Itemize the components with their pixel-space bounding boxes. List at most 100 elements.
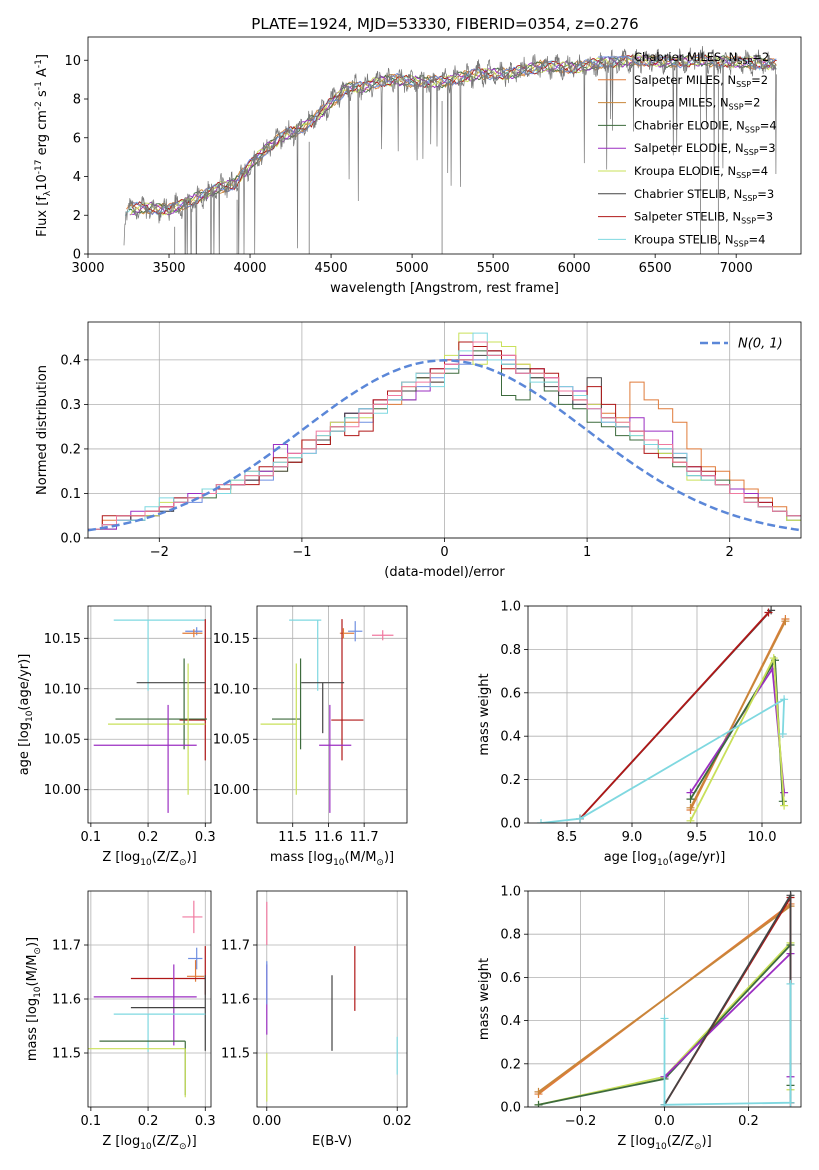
x-tick-label: 0.0 — [654, 1114, 675, 1129]
weight-marker — [534, 1087, 543, 1096]
x-tick-label: 6000 — [558, 261, 591, 276]
errorbar-point — [188, 947, 203, 970]
x-tick-label: 0.1 — [81, 1114, 102, 1129]
x-tick-label: 0 — [440, 545, 448, 560]
weight-series-line — [663, 951, 792, 1078]
axes-spectrum: 3000 3500 4000 4500 5000 5500 6000 6500 7000 0 2 4 6… — [34, 36, 802, 296]
y-tick-label: 4 — [73, 170, 81, 185]
figure-title: PLATE=1924, MJD=53330, FIBERID=0354, z=0… — [251, 15, 638, 33]
x-tick-label: 5000 — [396, 261, 429, 276]
y-tick-label: 10.05 — [213, 733, 250, 748]
weight-marker — [660, 1100, 669, 1107]
errorbar-point — [88, 1048, 186, 1098]
y-tick-label: 8 — [73, 93, 81, 108]
plot-area-age_vs_mass — [260, 619, 394, 813]
y-tick-label: 2 — [73, 209, 81, 224]
y-tick-label: 10.00 — [44, 783, 81, 798]
axes-frame — [87, 605, 212, 824]
y-axis-label: mass weight — [477, 673, 492, 755]
errorbar-point — [372, 630, 394, 641]
axes-weight_vs_Z: −0.2 0.0 0.2 0.0 0.2 0.4 0.6 0.8 1.0 Z [log10(Z/Z… — [477, 885, 802, 1152]
y-tick-label: 1.0 — [500, 600, 521, 615]
y-tick-label: 11.5 — [221, 1047, 250, 1062]
weight-marker — [786, 979, 795, 988]
x-tick-label: −0.2 — [565, 1114, 597, 1129]
y-tick-label: 0.2 — [60, 442, 81, 457]
x-axis-label: wavelength [Angstrom, rest frame] — [330, 281, 559, 296]
legend-label: Kroupa ELODIE, NSSP=4 — [634, 164, 768, 180]
axes-frame — [87, 36, 802, 255]
legend-label: Kroupa STELIB, NSSP=4 — [634, 232, 765, 248]
x-tick-label: 3000 — [71, 261, 104, 276]
errorbar-point — [130, 975, 206, 1051]
y-tick-label: 11.7 — [221, 939, 250, 954]
x-tick-label: 0.3 — [195, 830, 216, 845]
errorbar-point — [331, 619, 364, 761]
x-tick-label: −2 — [150, 545, 169, 560]
y-tick-label: 0.4 — [60, 353, 81, 368]
weight-series-line — [537, 905, 792, 1093]
x-axis-label: (data-model)/error — [384, 565, 505, 580]
errorbar-point — [93, 704, 197, 813]
weight-marker — [764, 608, 773, 617]
observed-spectrum — [123, 45, 777, 254]
axes-age_vs_Z: 0.1 0.2 0.3 10.00 10.05 10.10 10.15 Z [log10(Z/… — [17, 605, 216, 868]
axes-frame — [256, 605, 408, 824]
axes-mass_vs_Z: 0.1 0.2 0.3 11.5 11.6 11.7 Z [log10(Z/Z⊙)] mass… — [25, 890, 216, 1152]
x-tick-label: 9.0 — [622, 830, 643, 845]
legend-label: Chabrier ELODIE, NSSP=4 — [634, 118, 777, 134]
legend: N(0, 1) — [700, 337, 783, 352]
plot-area-weight_vs_Z — [534, 891, 795, 1107]
errorbar-point — [113, 619, 206, 691]
axes-frame — [256, 890, 408, 1108]
weight-series-line — [663, 983, 792, 1106]
y-axis-label: age [log10(age/yr)] — [17, 654, 35, 776]
y-tick-label: 0.3 — [60, 398, 81, 413]
weight-marker — [660, 1014, 669, 1023]
errorbar-point — [182, 629, 203, 638]
y-tick-label: 0.2 — [500, 1057, 521, 1072]
y-axis-label: mass [log10(M/M⊙)] — [25, 937, 43, 1061]
plot-area-mass_vs_Z — [88, 900, 206, 1098]
x-tick-label: 10.0 — [748, 830, 777, 845]
axes-frame — [527, 890, 802, 1108]
x-axis-label: E(B-V) — [312, 1134, 352, 1149]
axes-weight_vs_age: 8.5 9.0 9.5 10.0 0.0 0.2 0.4 0.6 0.8 1.0 age [log1… — [477, 600, 802, 868]
y-axis-label: Flux [fλ10-17 erg cm-2 s-1 A-1] — [34, 54, 53, 237]
x-tick-label: 1 — [583, 545, 591, 560]
legend-label: Salpeter MILES, NSSP=2 — [634, 73, 768, 89]
axes-residuals: −2 −1 0 1 2 0.0 0.1 0.2 0.3 0.4 (data-model)/error… — [35, 321, 802, 580]
y-tick-label: 0.4 — [500, 730, 521, 745]
x-tick-label: 4500 — [315, 261, 348, 276]
x-tick-label: 6500 — [639, 261, 672, 276]
errorbar-point — [289, 619, 322, 691]
errorbar-point — [130, 946, 206, 995]
y-tick-label: 1.0 — [500, 885, 521, 900]
x-axis-label: Z [log10(Z/Z⊙)] — [617, 1134, 711, 1152]
y-axis-label: Normed distribution — [35, 365, 50, 495]
y-tick-label: 0.2 — [500, 773, 521, 788]
y-tick-label: 0 — [73, 248, 81, 263]
errorbar-point — [260, 663, 297, 795]
weight-marker — [778, 730, 787, 739]
x-tick-label: 0.02 — [383, 1114, 412, 1129]
errorbar-point — [108, 663, 206, 795]
errorbar-point — [348, 621, 363, 642]
x-tick-label: 0.2 — [738, 1114, 759, 1129]
weight-marker — [686, 795, 695, 804]
y-tick-label: 11.5 — [52, 1047, 81, 1062]
x-tick-label: 5500 — [477, 261, 510, 276]
y-tick-label: 0.8 — [500, 928, 521, 943]
weight-marker — [769, 654, 778, 663]
weight-series-line — [579, 611, 770, 820]
legend-label: Chabrier STELIB, NSSP=3 — [634, 187, 774, 203]
axes-frame — [527, 605, 802, 824]
errorbar-point — [113, 1013, 206, 1052]
axes-mass_vs_EBV: 0.00 0.02 11.5 11.6 11.7 E(B-V) — [221, 890, 412, 1149]
x-tick-label: 0.3 — [195, 1114, 216, 1129]
x-tick-label: 0.2 — [138, 830, 159, 845]
weight-marker — [537, 819, 545, 823]
x-tick-label: 0.2 — [138, 1114, 159, 1129]
y-tick-label: 10.00 — [213, 783, 250, 798]
